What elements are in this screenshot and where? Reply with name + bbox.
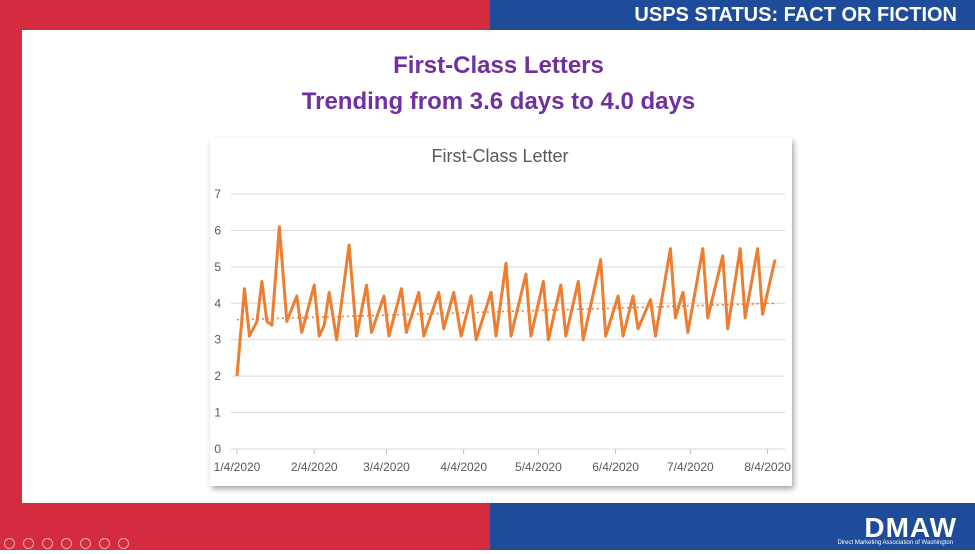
y-tick-label: 0 [214,442,221,456]
slide-title: First-Class Letters [393,52,604,79]
y-tick-label: 2 [214,369,221,383]
tool-button[interactable] [99,538,110,549]
tool-button[interactable] [118,538,129,549]
y-tick-label: 1 [214,406,221,420]
tool-button[interactable] [23,538,34,549]
y-tick-label: 4 [214,296,221,310]
x-tick-label: 6/4/2020 [592,460,639,474]
toolbar [4,536,137,554]
logo-tagline: Direct Marketing Association of Washingt… [837,540,954,546]
y-tick-label: 6 [214,223,221,237]
slide-subtitle: Trending from 3.6 days to 4.0 days [301,88,696,115]
line-series [235,225,777,377]
x-tick-label: 3/4/2020 [363,460,410,474]
chart-frame [210,138,792,486]
y-tick-label: 3 [214,333,221,347]
tool-button[interactable] [42,538,53,549]
x-tick-label: 8/4/2020 [744,460,791,474]
tool-button[interactable] [80,538,91,549]
x-tick-label: 7/4/2020 [667,460,714,474]
chart-title: First-Class Letter [431,146,568,166]
y-tick-label: 7 [214,187,221,201]
tool-button[interactable] [61,538,72,549]
tool-button[interactable] [4,538,15,549]
x-tick-label: 2/4/2020 [291,460,338,474]
x-tick-label: 1/4/2020 [214,460,261,474]
plot-area: First-Class Letter 0 1 2 3 4 5 6 7 1/4/2020 2/4/2… [214,146,792,474]
y-tick-label: 5 [214,260,221,274]
header-title: USPS STATUS: FACT OR FICTION [634,4,957,26]
x-tick-label: 4/4/2020 [440,460,487,474]
logo: DMAW [864,512,957,543]
x-tick-label: 5/4/2020 [515,460,562,474]
